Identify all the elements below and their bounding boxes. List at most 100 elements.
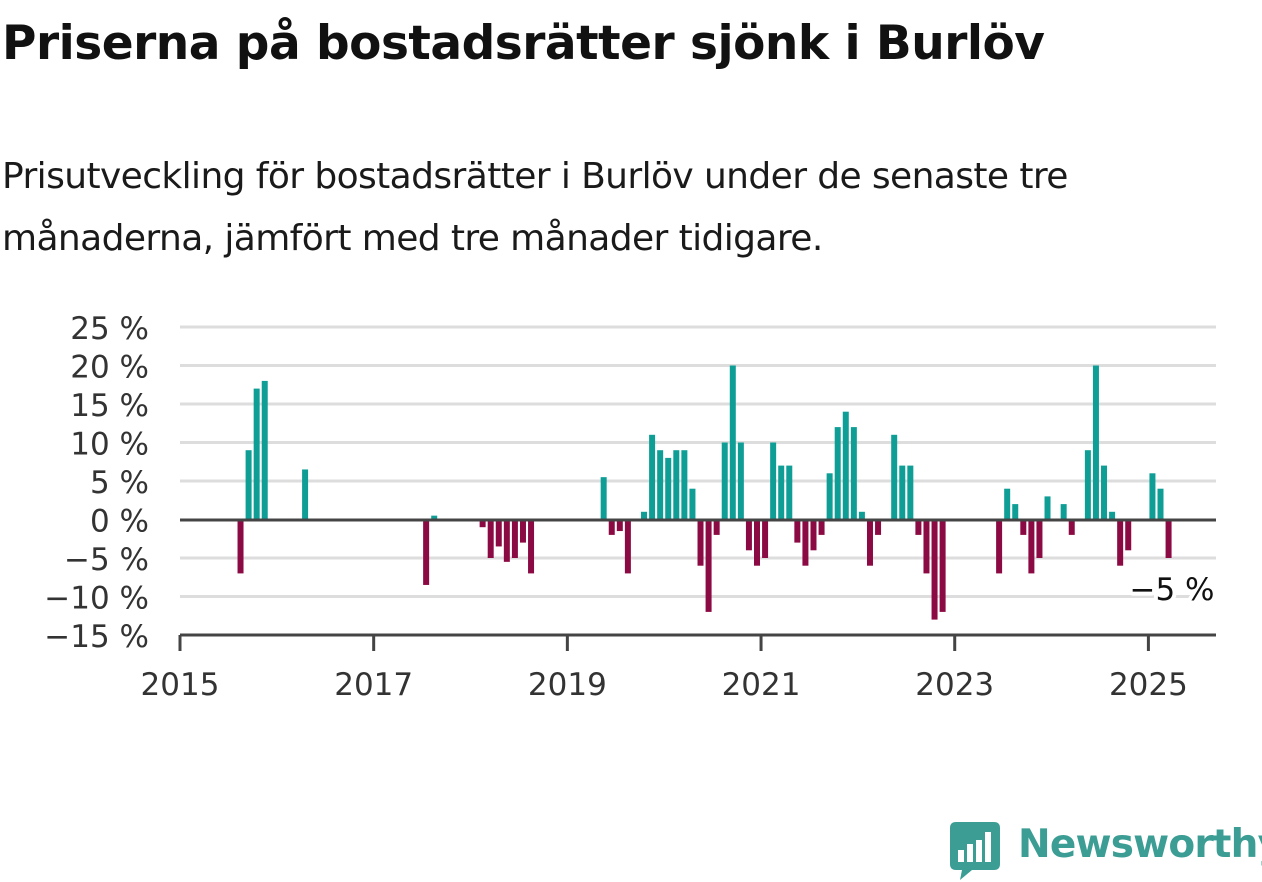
x-tick-label: 2021 [722, 667, 801, 703]
bar [261, 380, 268, 520]
axes [178, 518, 1216, 651]
bar [923, 519, 930, 574]
y-tick-label: 15 % [70, 388, 149, 424]
bar [237, 519, 244, 574]
bar [858, 511, 865, 520]
bar [745, 519, 752, 551]
bar [1149, 473, 1156, 520]
bar [939, 519, 946, 612]
bar [721, 442, 728, 520]
bar [511, 519, 518, 558]
gridlines [180, 325, 1216, 598]
bar [1036, 519, 1043, 558]
newsworthy-bar-chart-icon [950, 822, 1000, 880]
bar [834, 427, 841, 520]
bar [1012, 504, 1019, 520]
newsworthy-logo: Newsworthy [950, 818, 1262, 880]
bar [624, 519, 631, 574]
bar [794, 519, 801, 543]
bar [1117, 519, 1124, 566]
latest-value-label: −5 % [1129, 572, 1214, 608]
y-axis-tick-labels: 25 %20 %15 %10 %5 %0 %−5 %−10 %−15 % [44, 311, 149, 655]
x-tick-label: 2023 [915, 667, 994, 703]
bar [875, 519, 882, 535]
bar [1109, 511, 1116, 520]
annotations: −5 %−5 % [1125, 568, 1218, 612]
bar [996, 519, 1003, 574]
bar [495, 519, 502, 547]
bar [697, 519, 704, 566]
bar [1004, 488, 1011, 520]
annotation-halo: −5 % [1129, 572, 1214, 608]
y-tick-label: 20 % [70, 350, 149, 386]
bar [891, 434, 898, 520]
bar [1125, 519, 1132, 551]
bar [681, 450, 688, 520]
bar [608, 519, 615, 535]
bar [810, 519, 817, 551]
bar [1020, 519, 1027, 535]
bar [842, 411, 849, 520]
bar [1068, 519, 1075, 535]
bar [479, 519, 486, 528]
x-tick-label: 2015 [141, 667, 220, 703]
bar [641, 511, 648, 520]
bar [713, 519, 720, 535]
bar [600, 477, 607, 520]
bar [1101, 465, 1108, 520]
bars [237, 365, 1172, 620]
bar [778, 465, 785, 520]
bar [826, 473, 833, 520]
y-tick-label: −15 % [44, 619, 149, 655]
bar [528, 519, 535, 574]
bar [802, 519, 809, 566]
bar [907, 465, 914, 520]
bar [302, 469, 309, 520]
bar [762, 519, 769, 558]
bar [245, 450, 252, 520]
bar [1157, 488, 1164, 520]
bar [931, 519, 938, 620]
bar [689, 488, 696, 520]
bar [487, 519, 494, 558]
bar [915, 519, 922, 535]
y-tick-label: 10 % [70, 427, 149, 463]
bar [770, 442, 777, 520]
bar [729, 365, 736, 520]
bar [1084, 450, 1091, 520]
x-axis-tick-labels: 2015 2017 2019 2021 2023 2025 [141, 667, 1188, 703]
y-tick-label: −5 % [64, 542, 149, 578]
bar [649, 434, 656, 520]
chart-title: Priserna på bostadsrätter sjönk i Burlöv [2, 16, 1045, 71]
x-tick-label: 2019 [528, 667, 607, 703]
x-tick-label: 2017 [334, 667, 413, 703]
bar [431, 515, 438, 520]
bar [705, 519, 712, 612]
bar [673, 450, 680, 520]
bar [786, 465, 793, 520]
bar [754, 519, 761, 566]
bar [1028, 519, 1035, 574]
bar [1092, 365, 1099, 520]
bar [737, 442, 744, 520]
bar [1060, 504, 1067, 520]
bar [616, 519, 623, 532]
bar [665, 457, 672, 520]
y-tick-label: 25 % [70, 311, 149, 347]
bar [519, 519, 526, 543]
bar [503, 519, 510, 562]
chart-subtitle: Prisutveckling för bostadsrätter i Burlö… [2, 156, 1068, 259]
bar [850, 427, 857, 520]
bar [1165, 519, 1172, 558]
bar [899, 465, 906, 520]
y-tick-label: 5 % [90, 465, 149, 501]
y-tick-label: −10 % [44, 581, 149, 617]
bar [657, 450, 664, 520]
y-tick-label: 0 % [90, 504, 149, 540]
bar [866, 519, 873, 566]
bar [1044, 496, 1051, 520]
bar [423, 519, 430, 585]
bar [818, 519, 825, 535]
x-tick-label: 2025 [1109, 667, 1188, 703]
